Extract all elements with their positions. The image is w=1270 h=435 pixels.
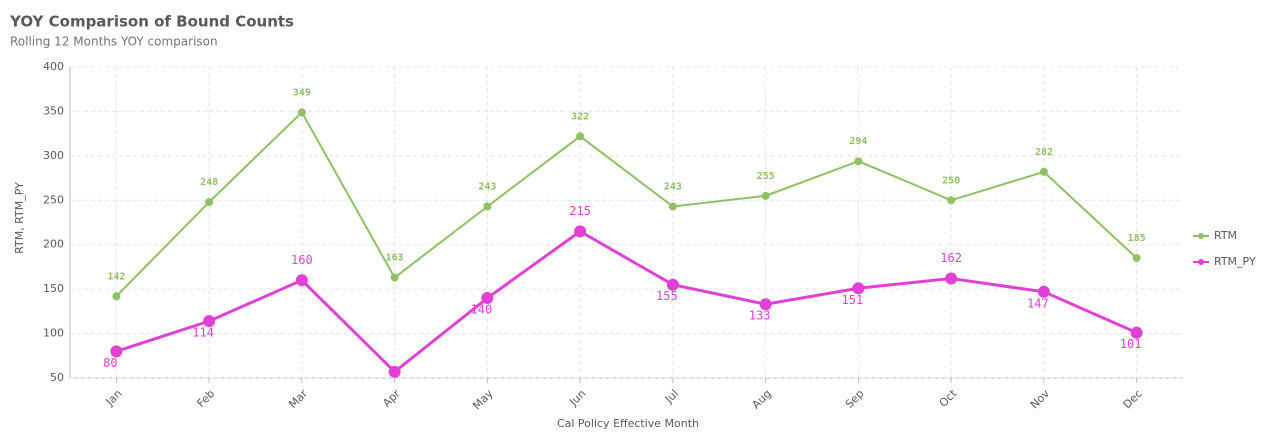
legend-marker bbox=[1198, 233, 1204, 239]
data-label: 133 bbox=[749, 309, 771, 323]
data-point bbox=[947, 196, 956, 205]
x-tick-label: Dec bbox=[1121, 387, 1145, 411]
data-label: 101 bbox=[1120, 337, 1142, 351]
y-tick-label: 350 bbox=[43, 104, 64, 117]
data-point bbox=[1039, 167, 1048, 176]
data-point bbox=[205, 198, 214, 207]
x-tick-label: May bbox=[470, 387, 496, 413]
data-point bbox=[390, 273, 399, 282]
x-tick-label: Oct bbox=[937, 387, 960, 410]
data-point bbox=[1130, 326, 1143, 339]
data-label: 163 bbox=[386, 253, 404, 264]
data-label: 349 bbox=[293, 87, 311, 98]
data-point bbox=[203, 315, 216, 328]
x-tick-label: Aug bbox=[749, 387, 773, 411]
data-point bbox=[574, 225, 587, 238]
data-point bbox=[295, 274, 308, 287]
data-label: 255 bbox=[757, 171, 775, 182]
y-tick-label: 50 bbox=[50, 371, 64, 384]
data-point bbox=[1132, 254, 1141, 263]
data-point bbox=[297, 108, 306, 117]
data-point bbox=[483, 202, 492, 211]
chart-title: YOY Comparison of Bound Counts bbox=[9, 13, 294, 31]
data-label: 147 bbox=[1027, 296, 1049, 310]
y-tick-label: 250 bbox=[43, 193, 64, 206]
data-point bbox=[668, 202, 677, 211]
y-tick-label: 100 bbox=[43, 327, 64, 340]
data-label: 215 bbox=[569, 204, 591, 218]
x-tick-label: Mar bbox=[286, 387, 310, 411]
x-tick-label: Apr bbox=[380, 387, 403, 410]
x-tick-label: Jun bbox=[566, 387, 588, 409]
x-tick-label: Nov bbox=[1028, 387, 1053, 412]
legend-label: RTM_PY bbox=[1214, 255, 1256, 268]
data-label: 282 bbox=[1035, 147, 1053, 158]
y-axis-title: RTM, RTM_PY bbox=[13, 182, 26, 254]
data-label: 248 bbox=[200, 177, 218, 188]
data-point bbox=[110, 345, 123, 358]
chart-subtitle: Rolling 12 Months YOY comparison bbox=[10, 35, 218, 49]
data-point bbox=[761, 191, 770, 200]
legend-marker bbox=[1198, 259, 1204, 265]
data-label: 243 bbox=[664, 182, 682, 193]
data-label: 142 bbox=[107, 271, 125, 282]
data-label: 322 bbox=[571, 111, 589, 122]
legend-label: RTM bbox=[1214, 229, 1237, 242]
data-point bbox=[1037, 285, 1050, 298]
y-tick-label: 300 bbox=[43, 149, 64, 162]
data-point bbox=[481, 292, 494, 305]
series-line bbox=[115, 229, 1138, 374]
data-label: 185 bbox=[1128, 233, 1146, 244]
data-label: 80 bbox=[103, 356, 117, 370]
data-label: 160 bbox=[291, 253, 313, 267]
x-tick-label: Jan bbox=[103, 387, 125, 409]
data-label: 140 bbox=[471, 303, 493, 317]
x-axis-title: Cal Policy Effective Month bbox=[557, 417, 699, 430]
data-label: 162 bbox=[940, 251, 962, 265]
data-point bbox=[666, 278, 679, 291]
data-point bbox=[854, 157, 863, 166]
y-tick-label: 400 bbox=[43, 60, 64, 73]
x-tick-label: Feb bbox=[194, 387, 217, 410]
data-point bbox=[852, 282, 865, 295]
data-point bbox=[759, 298, 772, 311]
data-point bbox=[112, 292, 121, 301]
data-label: 294 bbox=[849, 136, 867, 147]
data-label: 250 bbox=[942, 175, 960, 186]
data-label: 155 bbox=[656, 289, 678, 303]
data-point bbox=[945, 272, 958, 285]
x-tick-label: Sep bbox=[843, 387, 867, 411]
series-line bbox=[115, 110, 1138, 297]
x-tick-label: Jul bbox=[662, 387, 681, 406]
data-label: 114 bbox=[192, 326, 214, 340]
y-tick-label: 150 bbox=[43, 282, 64, 295]
data-point bbox=[388, 365, 401, 378]
data-label: 243 bbox=[478, 182, 496, 193]
data-label: 151 bbox=[842, 293, 864, 307]
y-tick-label: 200 bbox=[43, 238, 64, 251]
data-point bbox=[576, 132, 585, 141]
